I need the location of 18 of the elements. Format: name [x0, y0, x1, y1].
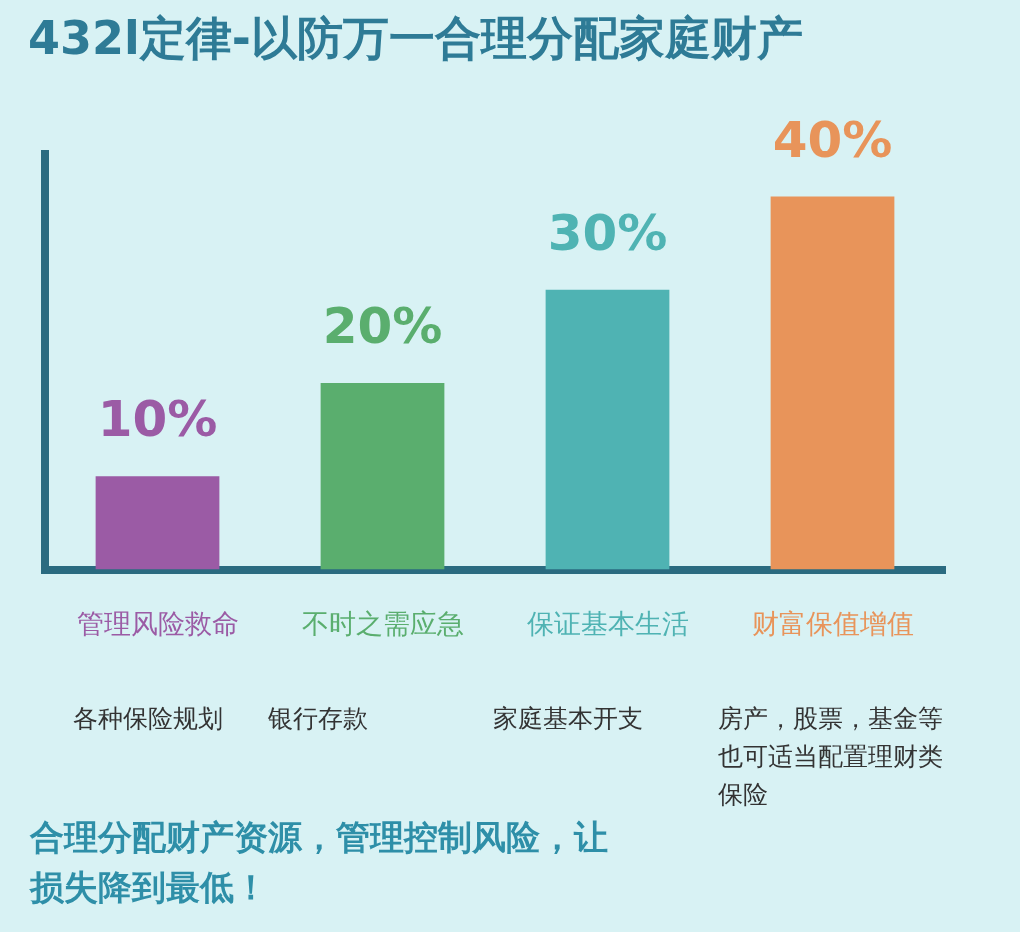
bar [95, 476, 220, 570]
data-label: 10% [97, 390, 218, 449]
bar [545, 289, 670, 570]
x-tick-label: 财富保值增值 [751, 607, 914, 639]
text: 合理分配财产资源，管理控制风险，让损失降到最低！ [30, 816, 609, 909]
data-label: 20% [322, 297, 443, 356]
chart-title: 432l定律-以防万一合理分配家庭财产 [28, 10, 803, 67]
x-tick-label: 管理风险救命 [76, 607, 239, 639]
data-label: 40% [772, 110, 893, 169]
bar [770, 196, 895, 570]
text: 家庭基本开支 [492, 703, 644, 735]
bar [320, 383, 445, 570]
text: 各种保险规划 [72, 704, 223, 733]
text: 房产，股票，基金等也可适当配置理财类保险 [717, 703, 943, 811]
x-tick-label: 不时之需应急 [301, 607, 464, 639]
data-label: 30% [547, 203, 668, 262]
text: 银行存款 [267, 703, 369, 735]
x-tick-label: 保证基本生活 [526, 607, 689, 639]
